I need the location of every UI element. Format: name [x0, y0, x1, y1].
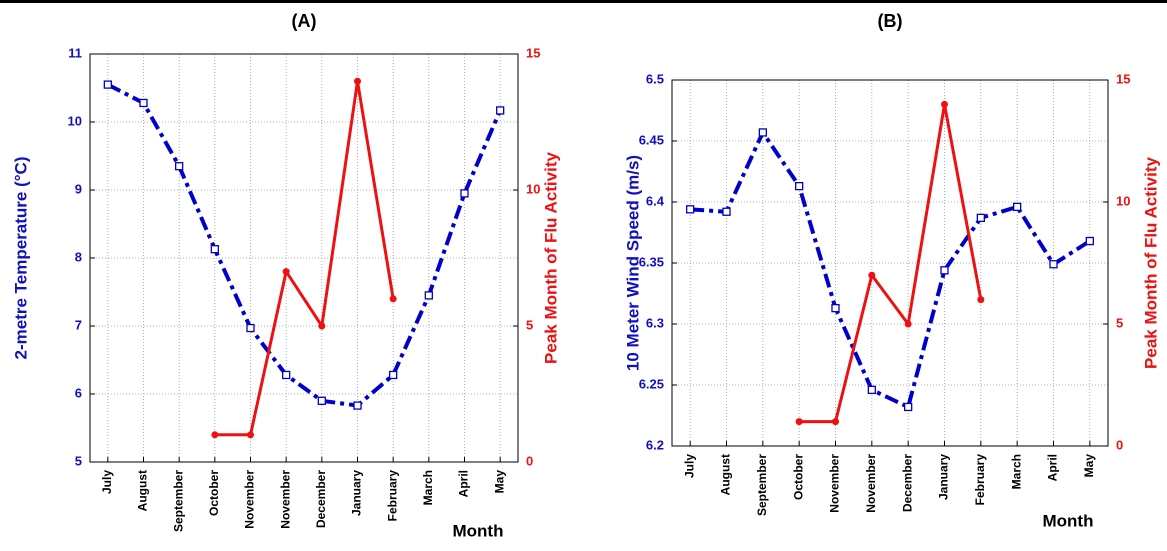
x-tick-label: July — [100, 470, 114, 494]
top-border — [0, 0, 1167, 3]
y-tick-label: 10 — [68, 113, 82, 128]
point-marker — [210, 245, 219, 254]
point-marker — [460, 189, 469, 198]
x-tick-label: November — [278, 470, 292, 529]
y-tick-label: 6.25 — [639, 376, 664, 391]
x-tick-label: September — [755, 454, 769, 516]
y2-tick-label: 10 — [526, 181, 540, 196]
y-tick-label: 6.35 — [639, 254, 664, 269]
y-tick-label: 6.3 — [646, 315, 664, 330]
point-marker — [904, 320, 912, 328]
x-tick-label: January — [937, 454, 951, 500]
point-marker — [795, 418, 803, 426]
x-tick-label: April — [457, 470, 471, 497]
point-marker — [1085, 236, 1094, 246]
point-marker — [722, 207, 731, 216]
point-marker — [977, 296, 985, 304]
y2-axis-label: Peak Month of Flu Activity — [541, 152, 560, 364]
point-marker — [282, 268, 290, 276]
x-axis-label: Month — [1043, 511, 1094, 530]
series-line — [214, 80, 395, 437]
y2-tick-label: 5 — [1116, 315, 1123, 330]
y2-tick-label: 15 — [526, 45, 540, 60]
y2-tick-label: 15 — [1116, 71, 1130, 86]
y2-axis-label: Peak Month of Flu Activity — [1141, 157, 1160, 369]
y-tick-label: 6.45 — [639, 132, 664, 147]
x-tick-label: February — [385, 470, 399, 522]
y-axis-label: 10 Meter Wind Speed (m/s) — [623, 155, 642, 371]
x-tick-label: March — [1009, 454, 1023, 489]
point-marker — [941, 100, 948, 108]
y-axis-label: 2-metre Temperature (°C) — [11, 157, 30, 360]
x-tick-label: August — [136, 470, 150, 511]
y2-tick-label: 5 — [526, 317, 533, 332]
point-marker — [211, 431, 219, 439]
point-marker — [868, 271, 876, 279]
point-marker — [139, 98, 148, 108]
series-line — [690, 128, 1091, 410]
x-tick-label: February — [973, 454, 987, 506]
point-marker — [831, 303, 840, 313]
x-tick-label: November — [828, 454, 842, 513]
point-marker — [686, 205, 695, 214]
point-marker — [795, 181, 804, 191]
point-marker — [318, 322, 326, 330]
point-marker — [354, 77, 361, 85]
panel-title: (A) — [292, 11, 317, 31]
point-marker — [175, 162, 184, 171]
series-line — [106, 82, 503, 408]
point-marker — [758, 128, 767, 137]
point-marker — [246, 323, 255, 333]
plot-frame — [671, 79, 1109, 447]
y-tick-label: 7 — [75, 317, 82, 332]
point-marker — [424, 291, 433, 300]
point-marker — [867, 385, 876, 395]
point-marker — [904, 402, 913, 412]
x-tick-label: May — [492, 470, 506, 494]
point-marker — [496, 106, 505, 115]
point-marker — [389, 370, 398, 380]
point-marker — [317, 396, 326, 405]
y2-tick-label: 0 — [1116, 437, 1123, 452]
x-tick-label: March — [421, 470, 435, 505]
x-tick-label: May — [1082, 454, 1096, 478]
x-tick-label: October — [791, 454, 805, 500]
y-tick-label: 6.4 — [646, 193, 665, 208]
y2-tick-label: 10 — [1116, 193, 1130, 208]
x-tick-label: April — [1046, 454, 1060, 481]
point-marker — [282, 370, 291, 380]
point-marker — [832, 418, 839, 426]
y-tick-label: 6.2 — [646, 437, 664, 452]
x-tick-label: November — [864, 454, 878, 513]
y-tick-label: 8 — [75, 249, 82, 264]
x-tick-label: December — [314, 470, 328, 528]
panel-title: (B) — [878, 11, 903, 31]
point-marker — [976, 213, 985, 223]
y-tick-label: 6 — [75, 385, 82, 400]
y-tick-label: 9 — [75, 181, 82, 196]
y-tick-label: 6.5 — [646, 71, 664, 86]
y-tick-label: 5 — [75, 453, 82, 468]
point-marker — [940, 266, 949, 275]
point-marker — [1049, 260, 1058, 269]
point-marker — [103, 80, 112, 89]
x-tick-label: July — [682, 454, 696, 478]
x-tick-label: November — [243, 470, 257, 529]
y-tick-label: 11 — [68, 45, 82, 60]
x-tick-label: December — [900, 454, 914, 512]
x-tick-label: September — [171, 470, 185, 532]
series-line — [799, 104, 983, 424]
point-marker — [247, 431, 254, 439]
x-axis-label: Month — [453, 521, 504, 540]
x-tick-label: October — [207, 470, 221, 516]
y2-tick-label: 0 — [526, 453, 533, 468]
point-marker — [389, 295, 397, 303]
x-tick-label: August — [719, 454, 733, 495]
point-marker — [353, 401, 362, 410]
point-marker — [1013, 202, 1022, 212]
x-tick-label: January — [350, 470, 364, 516]
